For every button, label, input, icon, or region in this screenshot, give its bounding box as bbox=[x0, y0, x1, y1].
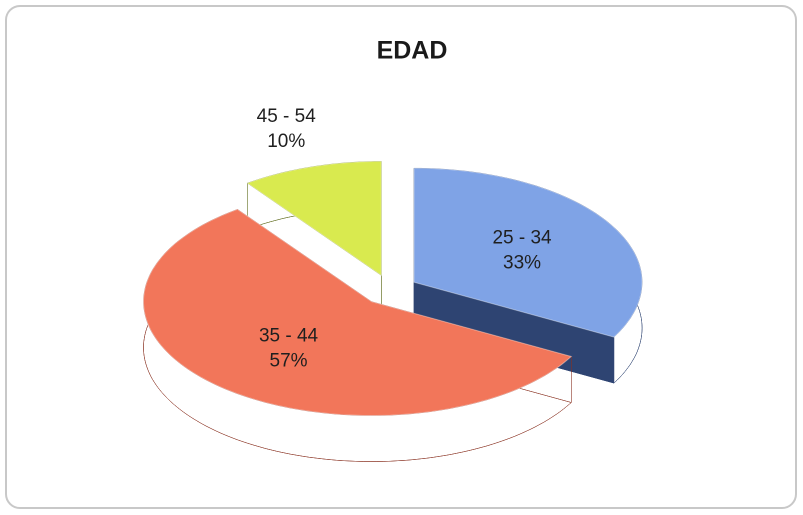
category-label: 45 - 54 bbox=[257, 106, 317, 127]
slice bbox=[413, 167, 643, 338]
category-label: 25 - 34 bbox=[492, 227, 552, 248]
pie-tops bbox=[143, 160, 643, 416]
chart-frame bbox=[5, 5, 797, 509]
value-label: 10% bbox=[267, 131, 305, 152]
slice bbox=[143, 208, 573, 416]
data-labels: 25 - 34 33% 35 - 44 57% 45 - 54 10% bbox=[257, 106, 552, 372]
slice bbox=[246, 160, 382, 277]
category-label: 35 - 44 bbox=[259, 326, 319, 347]
value-label: 57% bbox=[270, 351, 308, 372]
value-label: 33% bbox=[503, 252, 541, 273]
chart-title: EDAD bbox=[377, 37, 448, 65]
